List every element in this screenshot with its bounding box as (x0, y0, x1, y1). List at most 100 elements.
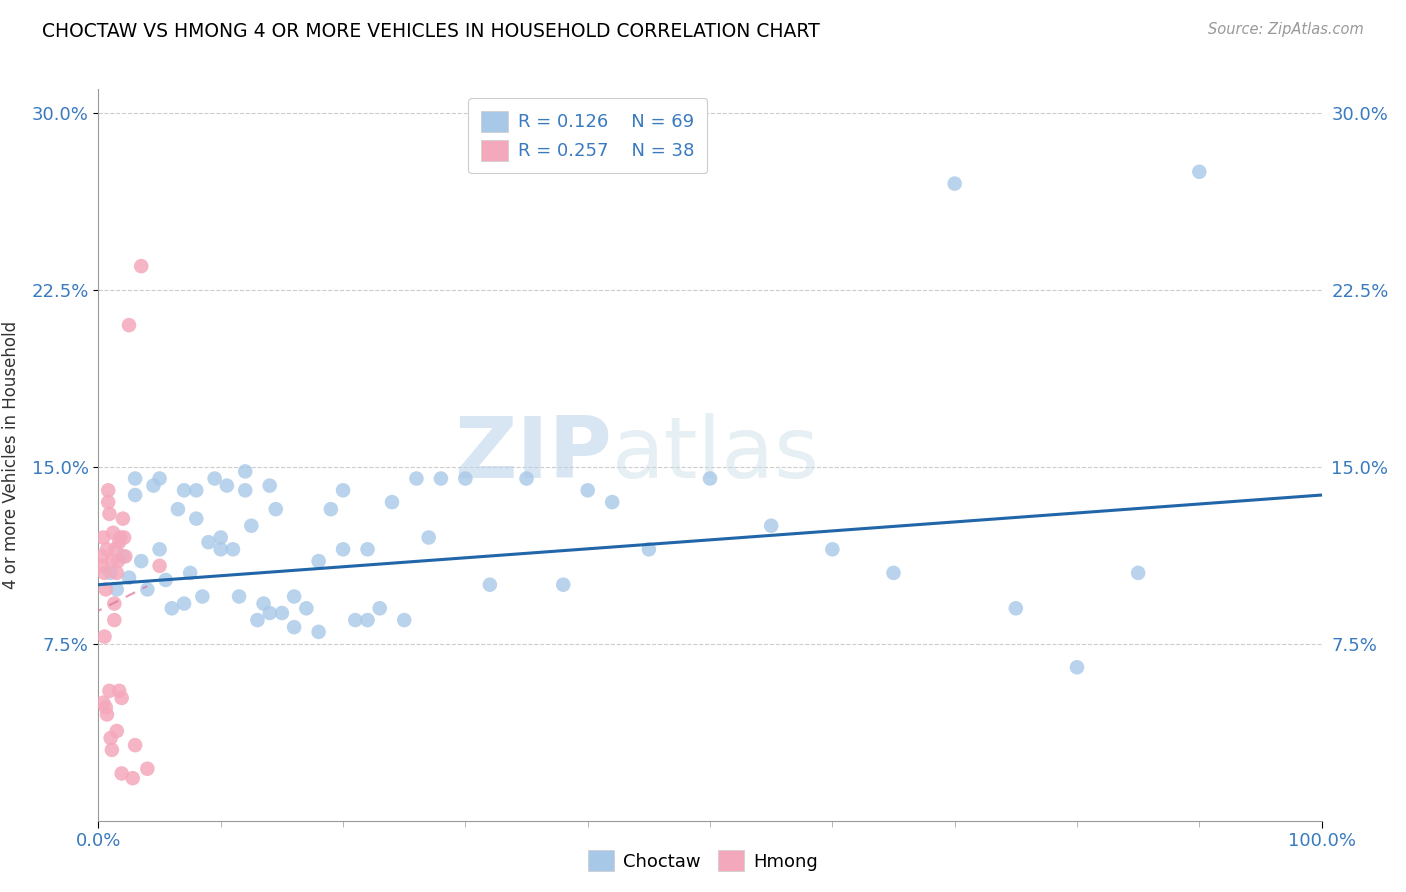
Point (149, 542, 172, 557)
Point (179, 566, 201, 580)
Point (98, 507, 121, 521)
Point (392, 613, 416, 627)
Point (167, 502, 190, 516)
Text: ZIP: ZIP (454, 413, 612, 497)
Point (576, 483, 599, 498)
Point (637, 542, 661, 557)
Point (100, 566, 122, 580)
Point (160, 601, 183, 615)
Point (295, 601, 318, 615)
Point (118, 571, 141, 585)
Point (101, 554, 124, 568)
Point (270, 606, 294, 620)
Point (1188, 165, 1211, 179)
Point (107, 554, 129, 568)
Point (233, 483, 256, 498)
Point (103, 613, 125, 627)
Point (259, 606, 281, 620)
Point (1004, 601, 1026, 615)
Point (94, 700, 117, 714)
Point (93, 566, 115, 580)
Legend: Choctaw, Hmong: Choctaw, Hmong (581, 843, 825, 879)
Point (100, 731, 122, 745)
Point (699, 471, 721, 485)
Point (98, 684, 121, 698)
Point (344, 613, 367, 627)
Point (94, 582, 117, 597)
Point (105, 582, 128, 597)
Point (197, 535, 219, 549)
Point (381, 495, 404, 509)
Point (405, 471, 427, 485)
Point (136, 582, 159, 597)
Point (943, 177, 966, 191)
Point (111, 766, 134, 780)
Point (516, 471, 538, 485)
Point (209, 542, 232, 557)
Point (1128, 566, 1150, 580)
Point (430, 471, 453, 485)
Point (108, 535, 131, 549)
Point (111, 690, 134, 705)
Point (112, 531, 135, 545)
Point (259, 478, 281, 492)
Point (155, 573, 177, 587)
Point (222, 542, 245, 557)
Text: atlas: atlas (612, 413, 820, 497)
Point (228, 590, 250, 604)
Point (91, 696, 114, 710)
Point (356, 542, 378, 557)
Point (121, 771, 143, 785)
Point (129, 554, 152, 568)
Point (114, 549, 136, 564)
Point (93, 630, 115, 644)
Point (124, 488, 146, 502)
Point (136, 762, 159, 776)
Point (101, 525, 124, 540)
Point (129, 259, 152, 273)
Point (111, 511, 134, 525)
Point (883, 566, 905, 580)
Point (191, 590, 214, 604)
Point (356, 613, 378, 627)
Point (110, 531, 132, 545)
Point (108, 684, 131, 698)
Point (186, 483, 208, 498)
Point (454, 471, 477, 485)
Point (209, 531, 232, 545)
Point (252, 597, 274, 611)
Point (105, 566, 128, 580)
Point (204, 471, 226, 485)
Point (319, 502, 342, 516)
Point (101, 743, 124, 757)
Point (97, 483, 120, 498)
Point (478, 577, 501, 591)
Point (103, 597, 125, 611)
Point (240, 518, 263, 533)
Point (264, 502, 287, 516)
Point (332, 483, 354, 498)
Point (215, 478, 238, 492)
Point (97, 495, 120, 509)
Point (149, 558, 172, 573)
Point (186, 511, 208, 525)
Point (91, 549, 114, 564)
Point (233, 465, 256, 479)
Point (308, 554, 330, 568)
Point (332, 542, 354, 557)
Point (600, 495, 623, 509)
Point (246, 613, 269, 627)
Point (124, 471, 146, 485)
Point (96, 542, 118, 557)
Point (111, 549, 134, 564)
Legend: R = 0.126    N = 69, R = 0.257    N = 38: R = 0.126 N = 69, R = 0.257 N = 38 (468, 98, 707, 173)
Point (308, 624, 330, 639)
Point (96, 707, 118, 722)
Point (1066, 660, 1088, 674)
Point (104, 542, 127, 557)
Point (91, 531, 114, 545)
Point (821, 542, 844, 557)
Point (761, 518, 783, 533)
Text: Source: ZipAtlas.com: Source: ZipAtlas.com (1208, 22, 1364, 37)
Point (124, 738, 146, 752)
